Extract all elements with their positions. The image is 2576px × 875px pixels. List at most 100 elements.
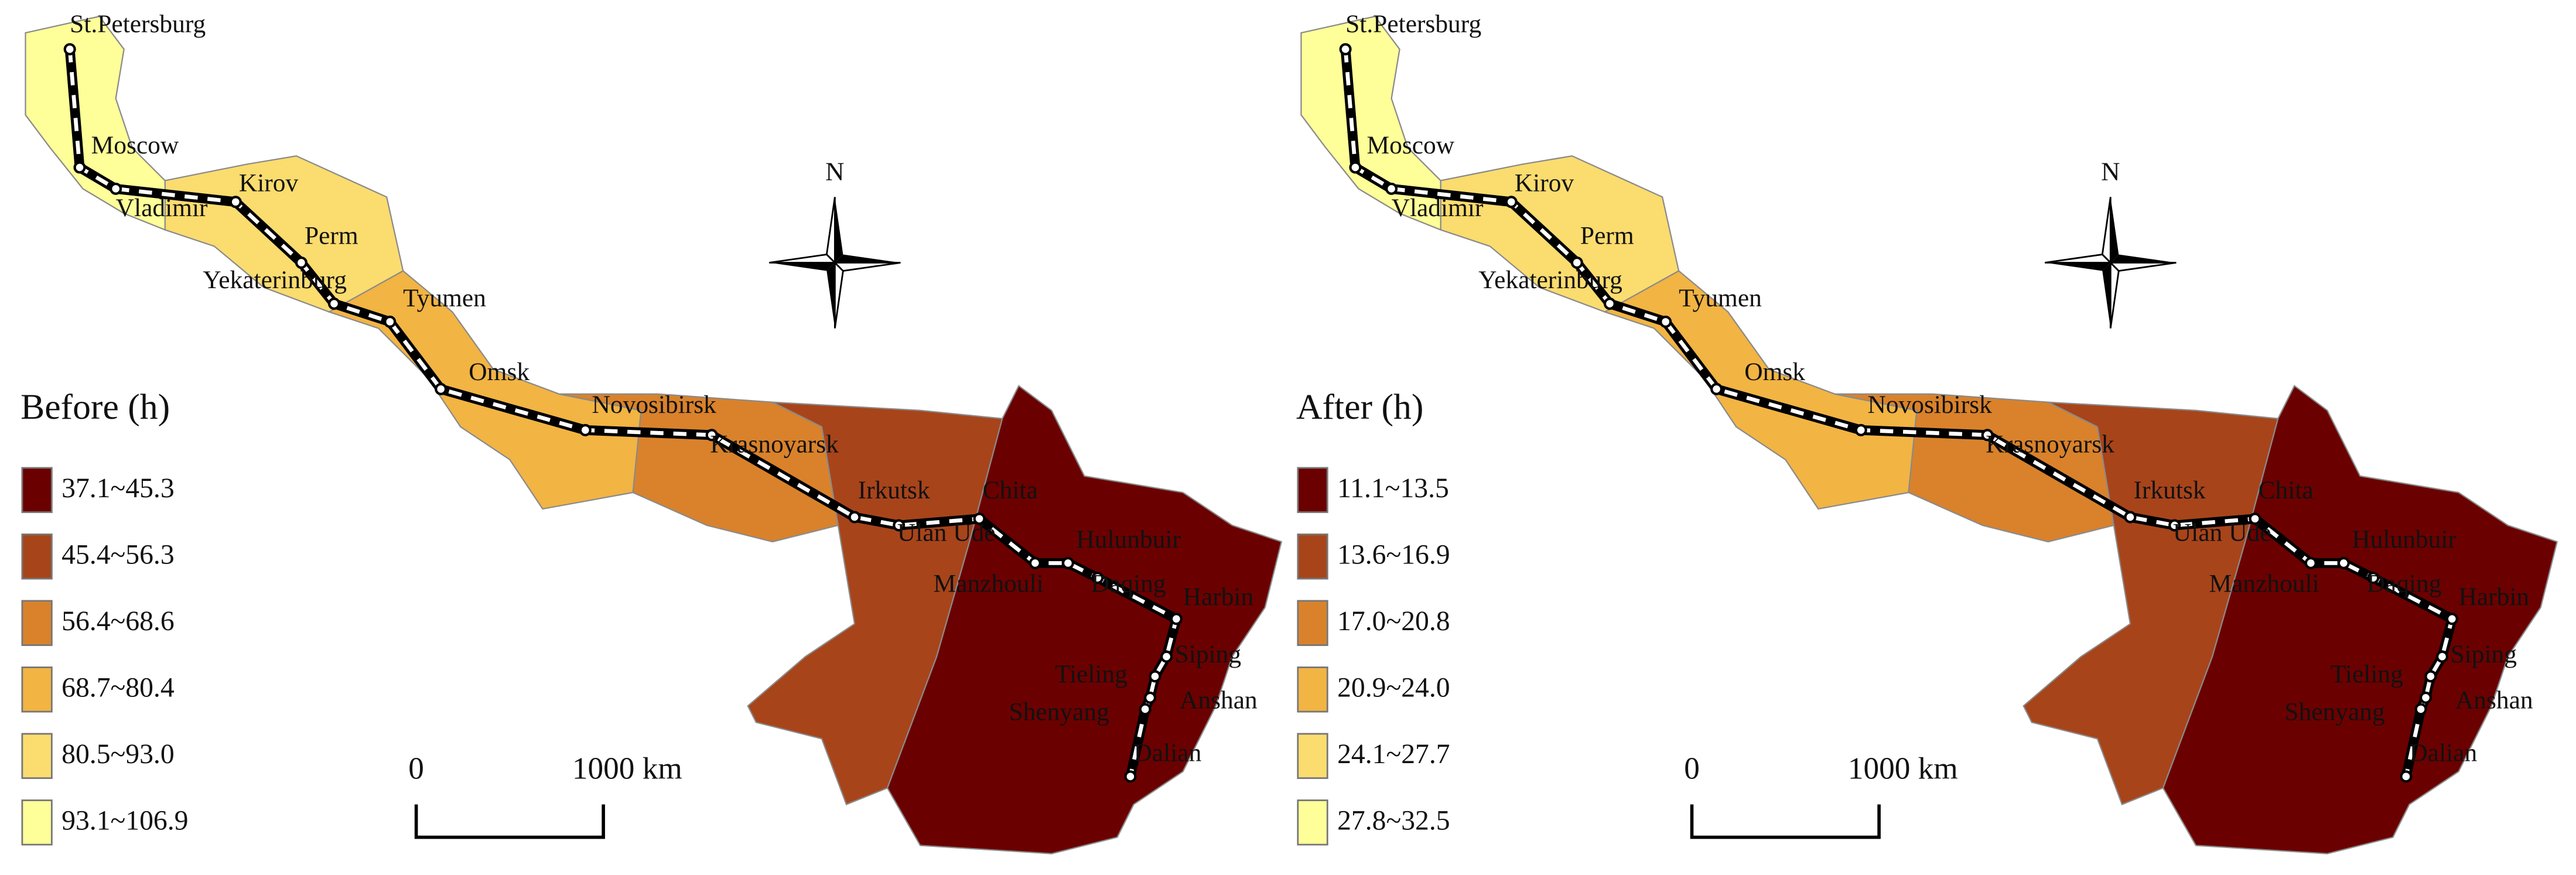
city-label: Omsk [469, 358, 529, 386]
city-label: Hulunbuir [2352, 525, 2457, 553]
city-point [1339, 43, 1352, 56]
city-point [705, 429, 718, 442]
north-arrow-part [2045, 262, 2111, 271]
city-label: Vladimir [1392, 194, 1484, 222]
legend-title: After (h) [1296, 387, 1423, 427]
city-label: Tieling [2331, 660, 2403, 688]
city-label: Anshan [1180, 686, 1258, 715]
city-label: Tieling [1055, 660, 1128, 688]
city-label: Dalian [2409, 739, 2477, 767]
legend-label: 24.1~27.7 [1337, 739, 1450, 770]
city-point [327, 298, 340, 310]
north-arrow-part [826, 262, 835, 329]
city-label: Yekaterinburg [203, 266, 347, 294]
city-label: Novosibirsk [1867, 391, 1992, 419]
city-label: Irkutsk [858, 476, 930, 504]
city-label: Chita [2259, 476, 2314, 504]
city-point [1505, 196, 1518, 209]
city-point [1659, 315, 1672, 328]
city-label: Daqing [2367, 570, 2442, 598]
north-label: N [825, 156, 844, 186]
north-arrow-part [2102, 262, 2111, 329]
legend-swatch [1297, 733, 1328, 780]
north-arrow-part [832, 262, 901, 272]
city-point [973, 512, 986, 525]
north-arrow-part [833, 261, 844, 329]
city-label: Harbin [2459, 583, 2530, 611]
city-point [1170, 613, 1183, 626]
legend-label: 45.4~56.3 [62, 540, 175, 570]
scale-label: 0 [408, 751, 424, 786]
city-label: Manzhouli [934, 570, 1044, 598]
legend-swatch [1297, 467, 1328, 513]
city-label: Moscow [1367, 131, 1455, 159]
city-label: Tyumen [403, 284, 486, 312]
legend-label: 37.1~45.3 [62, 473, 175, 504]
legend-swatch [1297, 600, 1328, 646]
city-label: Manzhouli [2209, 570, 2319, 598]
north-arrow-part [769, 262, 835, 271]
city-label: Yekaterinburg [1478, 266, 1622, 294]
legend-label: 93.1~106.9 [62, 806, 188, 836]
north-arrow-part [2108, 262, 2177, 272]
city-point [1570, 256, 1583, 269]
legend-label: 68.7~80.4 [62, 673, 175, 703]
region [559, 393, 839, 543]
city-label: Dalian [1134, 739, 1202, 767]
city-point [73, 161, 86, 174]
north-label: N [2101, 156, 2120, 186]
city-point [1603, 298, 1616, 310]
city-label: Moscow [91, 131, 179, 159]
railway-dash [67, 49, 1179, 777]
city-point [1139, 703, 1152, 716]
north-arrow-part [2109, 261, 2120, 329]
city-label: Siping [1175, 640, 1241, 668]
city-point [384, 315, 397, 328]
city-point [848, 511, 861, 524]
north-arrow-part [2044, 253, 2113, 264]
railway-dash [1343, 49, 2455, 777]
city-label: Omsk [1744, 358, 1805, 386]
city-point [893, 519, 906, 532]
city-point [1149, 670, 1161, 683]
city-point [1981, 429, 1994, 442]
city-point [2419, 691, 2432, 704]
city-point [2249, 512, 2261, 525]
legend-swatch [1297, 799, 1328, 846]
city-point [579, 423, 592, 436]
scale-bar [1690, 804, 1881, 839]
city-point [1029, 556, 1041, 569]
city-label: Kirov [239, 169, 299, 197]
city-label: St.Petersburg [70, 10, 206, 38]
city-point [1124, 770, 1137, 783]
legend-label: 80.5~93.0 [62, 739, 175, 770]
north-arrow-part [825, 197, 836, 265]
north-arrow-part [2110, 254, 2177, 263]
city-label: Perm [305, 221, 358, 249]
city-point [1091, 572, 1104, 585]
city-label: Perm [1580, 221, 1634, 249]
city-label: Daqing [1091, 570, 1166, 598]
legend-swatch [21, 600, 53, 646]
city-label: Tyumen [1679, 284, 1762, 312]
north-arrow-part [2110, 197, 2119, 263]
legend-label: 56.4~68.6 [62, 606, 175, 637]
city-point [1854, 423, 1867, 436]
city-point [2400, 770, 2413, 783]
legend-swatch [1297, 533, 1328, 580]
region [2162, 385, 2558, 855]
city-label: St.Petersburg [1345, 10, 1481, 38]
north-arrow-part [835, 197, 843, 263]
city-point [2435, 650, 2449, 663]
legend-label: 11.1~13.5 [1337, 473, 1449, 504]
scale-label: 0 [1684, 751, 1700, 786]
region [886, 385, 1283, 855]
north-arrow [769, 197, 901, 329]
city-point [1385, 182, 1398, 195]
city-label: Chita [983, 476, 1038, 504]
city-point [2414, 703, 2427, 716]
city-label: Shenyang [1009, 698, 1109, 726]
city-point [2337, 556, 2350, 569]
